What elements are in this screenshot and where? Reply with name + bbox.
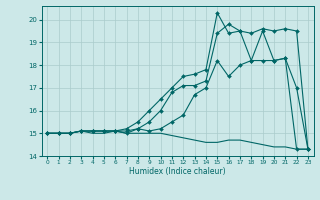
X-axis label: Humidex (Indice chaleur): Humidex (Indice chaleur) (129, 167, 226, 176)
